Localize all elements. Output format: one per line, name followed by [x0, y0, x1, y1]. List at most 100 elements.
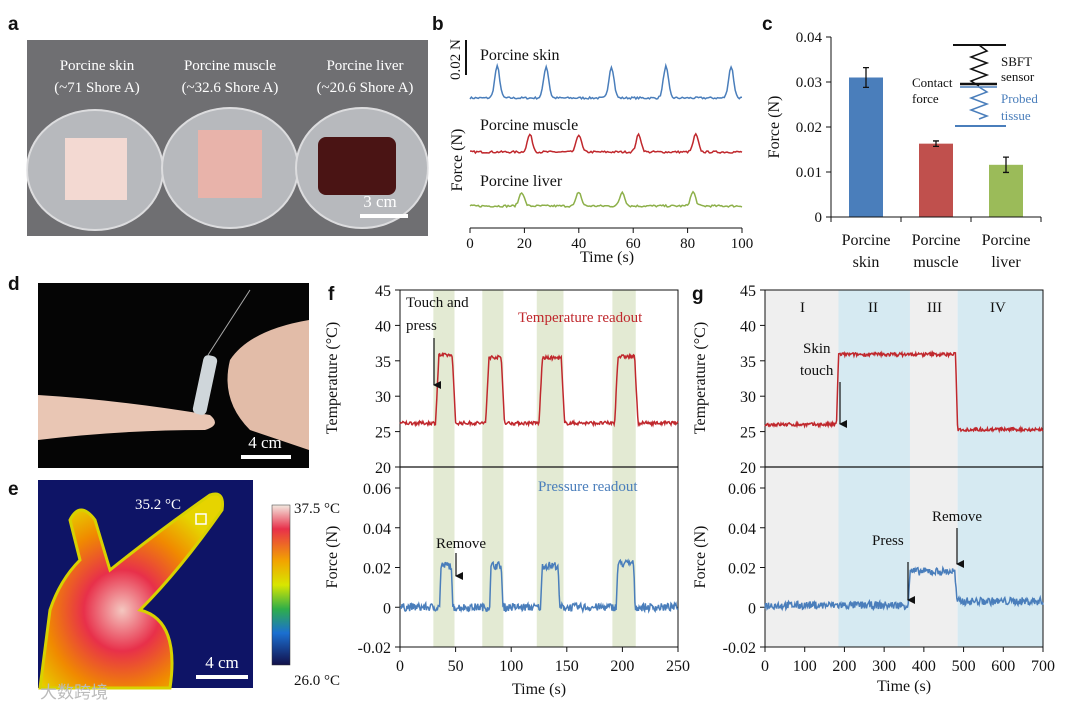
skin-sample — [65, 138, 127, 200]
series-label-liver: Porcine liver — [480, 173, 563, 190]
bar-muscle — [919, 143, 953, 217]
scale-bar-a — [360, 214, 408, 218]
legend-temperature: Temperature readout — [518, 310, 643, 326]
inset-probed: Probed — [1001, 91, 1038, 106]
scale-label-e: 4 cm — [205, 653, 239, 672]
y-tick-label-top: 25 — [740, 425, 756, 442]
category-label: Porcine — [982, 232, 1031, 249]
stimulus-band — [482, 290, 504, 647]
thermal-hand — [38, 492, 224, 690]
region-band-3 — [909, 290, 958, 647]
hand-right — [227, 320, 309, 450]
force-line — [399, 558, 679, 614]
y-axis-label-b: Force (N) — [449, 129, 466, 192]
y-tick-label-top: 20 — [375, 460, 391, 477]
series-line-skin — [469, 62, 743, 101]
y-tick-label-bottom: 0.02 — [363, 561, 391, 578]
panel-g: g Temperature (°C) Force (N) Time (s) 20… — [692, 283, 1055, 695]
sample-name-skin: Porcine skin — [60, 58, 135, 74]
inset-contact: Contact — [912, 75, 953, 90]
sample-name-muscle: Porcine muscle — [184, 58, 276, 74]
sample-hardness-liver: (~20.6 Shore A) — [317, 80, 414, 96]
error-bar — [1003, 156, 1009, 174]
series-line-muscle — [470, 132, 743, 155]
category-label: muscle — [913, 254, 958, 271]
series-label-muscle: Porcine muscle — [480, 117, 578, 134]
y-tick-label-bottom: 0.06 — [363, 481, 391, 498]
x-tick-label: 300 — [872, 658, 896, 675]
x-tick-label-b: 60 — [626, 236, 641, 252]
y-tick-label-bottom: 0.06 — [728, 481, 756, 498]
x-axis-label-g: Time (s) — [877, 678, 931, 695]
category-label: Porcine — [912, 232, 961, 249]
y-axis-label-f-bottom: Force (N) — [324, 526, 341, 589]
panel-label-f: f — [328, 284, 335, 305]
error-bar — [933, 140, 939, 147]
spot-marker — [195, 513, 207, 525]
anno-touch: Touch and — [406, 295, 469, 311]
category-label: Porcine — [842, 232, 891, 249]
colorbar-max: 37.5 °C — [294, 501, 340, 517]
y-tick-label-c: 0.03 — [796, 75, 822, 91]
panel-f: f Temperature (°C) Force (N) Time (s) 20… — [324, 283, 690, 698]
y-tick-label-bottom: -0.02 — [723, 640, 756, 657]
y-tick-label-top: 30 — [375, 389, 391, 406]
bar-liver — [989, 164, 1023, 217]
y-tick-label-top: 25 — [375, 425, 391, 442]
region-II: II — [868, 300, 878, 316]
y-tick-label-c: 0.02 — [796, 120, 822, 136]
temperature-line — [764, 350, 1044, 434]
y-tick-label-top: 30 — [740, 389, 756, 406]
legend-pressure: Pressure readout — [538, 479, 638, 495]
anno-press-g: Press — [872, 533, 904, 549]
y-axis-label-g-bottom: Force (N) — [692, 526, 709, 589]
plot-frame — [399, 289, 679, 648]
x-tick-label: 0 — [396, 658, 404, 675]
x-tick-label-b: 40 — [571, 236, 586, 252]
inset-force: force — [912, 91, 939, 106]
panel-label-g: g — [692, 284, 704, 305]
x-tick-label: 400 — [912, 658, 936, 675]
force-line — [764, 565, 1044, 612]
scale-bar-e — [196, 675, 248, 679]
region-band-4 — [957, 290, 1043, 647]
y-axis-label-c: Force (N) — [766, 96, 783, 159]
y-tick-label-top: 35 — [740, 354, 756, 371]
spring-inset — [953, 44, 1006, 127]
sensor-wire — [207, 289, 251, 356]
region-IV: IV — [990, 300, 1006, 316]
panel-label-a: a — [8, 14, 19, 35]
scale-label-d: 4 cm — [248, 433, 282, 452]
y-tick-label-top: 45 — [740, 283, 756, 300]
x-axis-label-f: Time (s) — [512, 681, 566, 698]
y-tick-label-top: 40 — [740, 318, 756, 335]
inset-tissue: tissue — [1001, 108, 1031, 123]
spot-temperature: 35.2 °C — [135, 497, 181, 513]
y-tick-label-c: 0.04 — [796, 30, 823, 46]
x-tick-label: 100 — [499, 658, 523, 675]
finger — [38, 395, 215, 440]
y-axis-label-f-top: Temperature (°C) — [324, 322, 341, 434]
panel-a: a Porcine skin (~71 Shore A) Porcine mus… — [8, 14, 429, 236]
y-tick-label-top: 35 — [375, 354, 391, 371]
stimulus-band — [612, 290, 636, 647]
inset-sbft: SBFT — [1001, 54, 1032, 69]
x-tick-label: 600 — [991, 658, 1015, 675]
anno-press: press — [406, 318, 437, 334]
sample-hardness-muscle: (~32.6 Shore A) — [182, 80, 279, 96]
sensor-probe — [192, 355, 218, 415]
y-tick-label-c: 0.01 — [796, 165, 822, 181]
x-tick-label: 150 — [555, 658, 579, 675]
region-III: III — [927, 300, 942, 316]
panel-e: e 35.2 °C 4 cm 37.5 °C 26.0 °C — [8, 479, 340, 690]
x-tick-label: 500 — [952, 658, 976, 675]
region-band-2 — [838, 290, 910, 647]
temperature-line — [399, 351, 679, 428]
x-tick-label: 700 — [1031, 658, 1055, 675]
anno-skin: Skin — [803, 341, 831, 357]
y-tick-label-bottom: 0.04 — [363, 521, 391, 538]
x-tick-label-b: 80 — [680, 236, 695, 252]
y-tick-label-top: 40 — [375, 318, 391, 335]
y-tick-label-bottom: 0.02 — [728, 561, 756, 578]
